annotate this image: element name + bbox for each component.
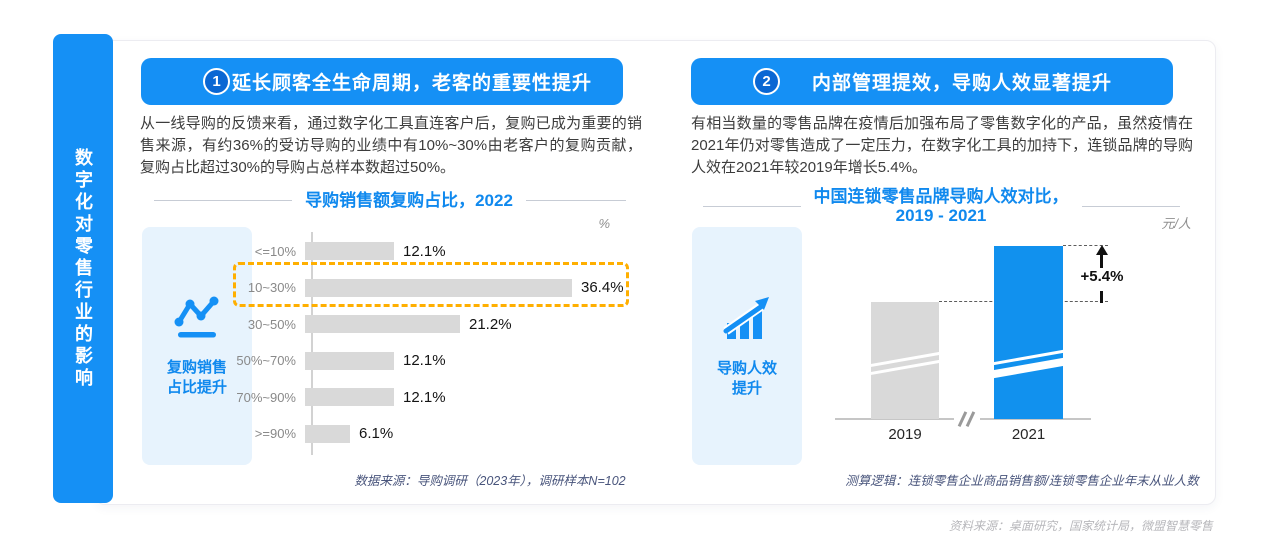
panel1-body-text: 从一线导购的反馈来看，通过数字化工具直连客户后，复购已成为重要的销售来源，有约3… [140, 115, 642, 176]
chart2-bar-2021 [987, 246, 1070, 419]
chart1-value-label: 36.4% [581, 279, 624, 297]
panel2-header-pill: 2 内部管理提效，导购人效显著提升 [691, 58, 1173, 105]
chart1-bar-row: >=90% 6.1% [140, 424, 640, 443]
chart1-bar-row: <=10% 12.1% [140, 242, 640, 260]
chart2-header: 中国连锁零售品牌导购人效对比， 2019 - 2021 [691, 187, 1191, 225]
panel2-header-title: 内部管理提效，导购人效显著提升 [811, 73, 1112, 94]
chart1-bar-row: 50%~70% 12.1% [140, 351, 640, 370]
chart2-bar-2019 [864, 302, 946, 419]
up-arrow-shaft [1100, 254, 1104, 268]
panel2-body-text: 有相当数量的零售品牌在疫情后加强布局了零售数字化的产品，虽然疫情在2021年仍对… [691, 115, 1193, 176]
chart1-unit-label: % [598, 216, 610, 231]
bar-break-mark [864, 358, 946, 377]
chart1-header: 导购销售额复购占比，2022 [140, 191, 640, 210]
chart1-value-label: 6.1% [359, 425, 394, 443]
chart1-bar [305, 388, 394, 407]
chart1-bar [305, 424, 350, 443]
chart1-category-label: 10~30% [247, 280, 296, 296]
chart1-value-label: 21.2% [469, 315, 512, 333]
divider-line [525, 200, 626, 201]
tag-label-line: 导购人效 [716, 360, 777, 377]
chart1-title: 导购销售额复购占比，2022 [305, 191, 513, 210]
chart2-label-2019: 2019 [888, 426, 922, 443]
divider-line [702, 205, 801, 207]
chart1-bar-row: 10~30% 36.4% [140, 278, 640, 297]
divider-line [154, 200, 293, 201]
chart1-value-label: 12.1% [403, 352, 446, 370]
chart1-bar [305, 278, 572, 297]
chart1-category-label: 70%~90% [236, 389, 296, 405]
repurchase-chart-rows: <=10% 12.1% 10~30% 36.4% 30~50% 21.2% 50%~70% 1… [140, 242, 640, 443]
chart2-unit-label: 元/人 [1161, 216, 1191, 231]
tag-label-line: 复购销售 [166, 358, 227, 376]
chart1-axis-line [311, 232, 313, 455]
chart1-bar-row: 30~50% 21.2% [140, 315, 640, 334]
tag-label-line: 提升 [731, 380, 762, 397]
page-source-note: 资料来源：桌面研究，国家统计局，微盟智慧零售 [948, 519, 1213, 533]
panel2-tagbox: 导购人效 提升 [692, 227, 802, 465]
divider-line [1081, 205, 1180, 207]
chart1-bar-row: 70%~90% 12.1% [140, 388, 640, 407]
panel1-number-badge: 1 [203, 68, 230, 95]
growth-bars-icon [722, 293, 772, 346]
section-title: 数字化对零售行业的影响 [73, 147, 93, 390]
panel2-number-badge: 2 [753, 68, 780, 95]
panel1-tag-label: 复购销售 占比提升 [167, 358, 227, 398]
chart1-category-label: 30~50% [247, 316, 296, 332]
up-arrow-icon [1096, 245, 1108, 255]
panel1-header-title: 延长顾客全生命周期，老客的重要性提升 [231, 73, 592, 94]
chart1-highlight-box [233, 262, 629, 307]
chart2-dashed-line-top [1063, 245, 1108, 246]
chart1-category-label: >=90% [254, 426, 296, 442]
growth-annotation: +5.4% [1080, 268, 1124, 285]
chart1-bar [305, 351, 394, 370]
chart1-value-label: 12.1% [403, 242, 446, 260]
annotation-bottom-tick [1100, 291, 1104, 303]
chart2-title: 中国连锁零售品牌导购人效对比， 2019 - 2021 [814, 187, 1069, 225]
panel1-header-pill: 1 延长顾客全生命周期，老客的重要性提升 [141, 58, 623, 105]
section-sidebar: 数字化对零售行业的影响 [53, 34, 113, 503]
tag-label-line: 占比提升 [166, 378, 227, 396]
trend-line-icon [174, 295, 220, 345]
chart2-label-2021: 2021 [1011, 426, 1046, 443]
chart2-title-line2: 2019 - 2021 [895, 206, 987, 225]
chart1-bar [305, 315, 460, 334]
panel2-source-note: 测算逻辑：连锁零售企业商品销售额/连锁零售企业年末从业人数 [845, 474, 1199, 488]
panel2-tag-label: 导购人效 提升 [717, 359, 777, 399]
chart2-title-line1: 中国连锁零售品牌导购人效对比， [813, 187, 1069, 206]
panel1-source-note: 数据来源：导购调研（2023年），调研样本N=102 [354, 474, 626, 488]
chart1-value-label: 12.1% [403, 388, 446, 406]
chart1-category-label: 50%~70% [236, 353, 296, 369]
chart1-bar [305, 242, 394, 260]
chart1-category-label: <=10% [254, 243, 296, 259]
axis-break-mark [954, 409, 980, 429]
